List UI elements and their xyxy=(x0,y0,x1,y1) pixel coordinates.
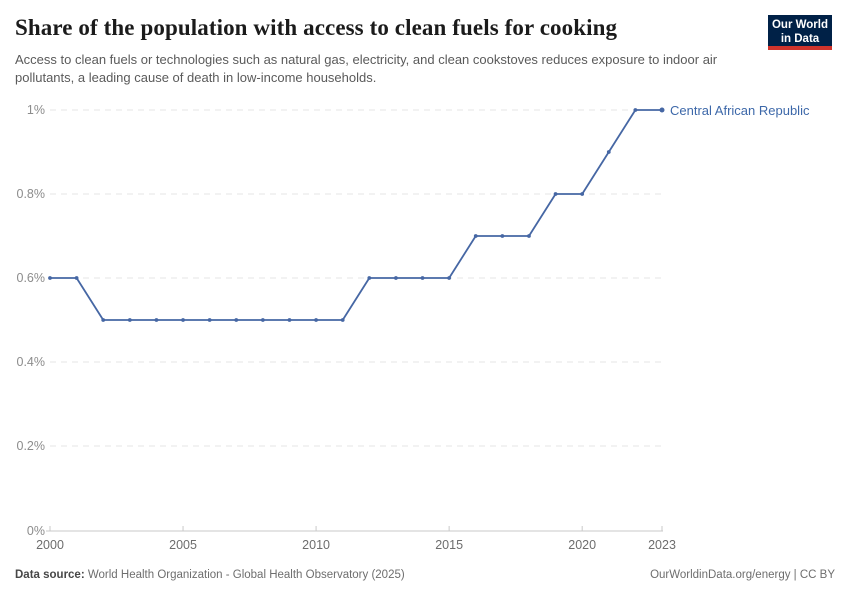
data-point xyxy=(101,318,106,322)
data-point xyxy=(606,150,611,154)
data-point xyxy=(207,318,212,322)
series-line xyxy=(49,109,663,321)
data-point xyxy=(127,318,132,322)
data-point xyxy=(580,192,585,196)
y-axis-tick-label: 0.6% xyxy=(17,271,46,285)
data-point xyxy=(234,318,239,322)
data-point xyxy=(659,107,665,113)
data-point xyxy=(48,276,52,280)
owid-logo: Our World in Data xyxy=(768,15,832,50)
x-axis-tick-label: 2015 xyxy=(435,538,463,552)
x-axis-tick-label: 2005 xyxy=(169,538,197,552)
data-point xyxy=(314,318,318,322)
x-axis-tick-label: 2000 xyxy=(36,538,64,552)
data-point xyxy=(154,318,159,322)
owid-logo-line2: in Data xyxy=(780,33,820,46)
y-axis-tick-label: 0.4% xyxy=(17,355,46,369)
page-title: Share of the population with access to c… xyxy=(15,15,618,40)
x-axis-tick-label: 2023 xyxy=(648,538,676,552)
data-source-label: Data source: xyxy=(15,569,85,581)
data-point xyxy=(394,276,398,280)
owid-logo-line1: Our World xyxy=(771,19,828,31)
data-point xyxy=(473,234,478,238)
y-axis-tick-label: 0.8% xyxy=(17,187,46,201)
data-point xyxy=(367,276,372,280)
data-point xyxy=(447,276,452,280)
data-source-text: World Health Organization - Global Healt… xyxy=(87,569,405,581)
data-point xyxy=(74,276,79,280)
series-entity-label: Central African Republic xyxy=(670,103,810,118)
data-source-note: Data source: World Health Organization -… xyxy=(15,569,405,581)
data-point xyxy=(287,318,292,322)
data-point xyxy=(340,318,345,322)
x-axis-tick-label: 2020 xyxy=(568,538,596,552)
data-point xyxy=(420,276,425,280)
y-axis-tick-label: 0% xyxy=(27,524,45,538)
page-subtitle: Access to clean fuels or technologies su… xyxy=(15,52,718,86)
data-point xyxy=(260,318,265,322)
chart-footer: Data source: World Health Organization -… xyxy=(15,569,835,581)
footer-attribution: OurWorldinData.org/energy | CC BY xyxy=(650,569,835,581)
x-axis-tick-label: 2010 xyxy=(302,538,330,552)
data-point xyxy=(181,318,185,322)
y-axis-tick-label: 0.2% xyxy=(17,439,46,453)
data-point xyxy=(500,234,505,238)
data-point xyxy=(633,108,638,112)
data-point xyxy=(553,192,558,196)
y-axis-tick-label: 1% xyxy=(27,103,45,117)
data-point xyxy=(527,234,531,238)
